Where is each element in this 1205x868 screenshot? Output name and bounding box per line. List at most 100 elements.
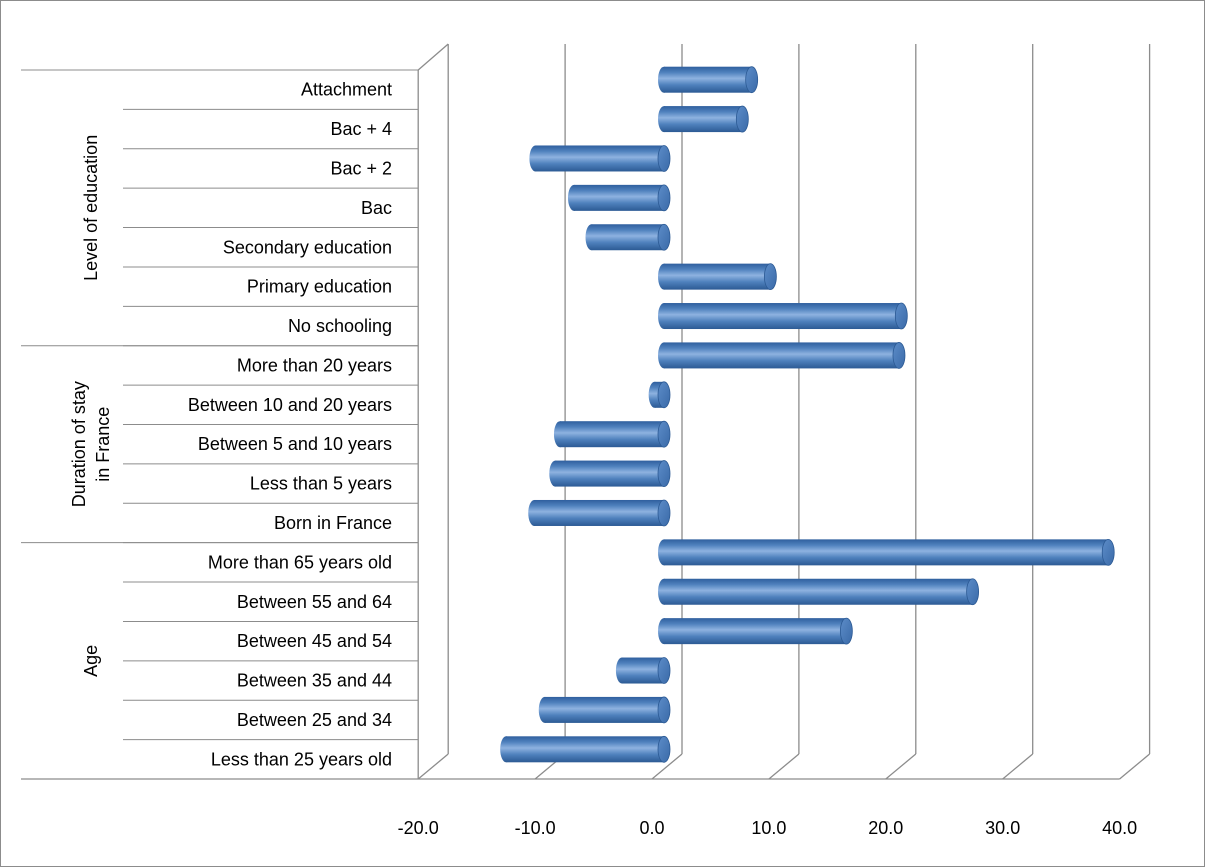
bar-left-end bbox=[658, 66, 670, 93]
tick-layer: -20.0 -10.0 0.0 10.0 20.0 30.0 40.0 bbox=[398, 818, 1137, 838]
bar-body bbox=[664, 539, 1109, 566]
bar bbox=[528, 499, 671, 527]
bar-body bbox=[573, 184, 664, 211]
group-label-2: Age bbox=[81, 645, 101, 677]
bar bbox=[658, 263, 777, 291]
bar-left-end bbox=[658, 618, 670, 645]
bar-right-cap bbox=[892, 342, 906, 369]
bar bbox=[658, 105, 749, 133]
bar-left-end bbox=[549, 460, 562, 487]
category-label: Bac bbox=[361, 198, 392, 218]
bar-right-cap bbox=[745, 66, 759, 94]
category-label: Between 10 and 20 years bbox=[188, 395, 392, 415]
bar-left-end bbox=[658, 263, 670, 290]
bar bbox=[567, 184, 671, 212]
bar-body bbox=[664, 342, 899, 369]
bar-left-end bbox=[658, 539, 670, 566]
category-label: More than 20 years bbox=[237, 355, 392, 375]
floor-line-6 bbox=[1119, 753, 1151, 780]
grid-layer bbox=[21, 43, 1151, 780]
bar-body bbox=[559, 421, 664, 448]
x-tick-label: 0.0 bbox=[639, 818, 664, 838]
label-layer: Level of education Duration of stay in Fra… bbox=[69, 80, 392, 770]
category-label: Between 45 and 54 bbox=[237, 631, 392, 651]
bar bbox=[658, 302, 908, 330]
bar-body bbox=[664, 106, 743, 133]
bar-right-cap bbox=[657, 735, 671, 763]
x-tick-label: 20.0 bbox=[868, 818, 903, 838]
bar-body bbox=[621, 657, 664, 684]
bar bbox=[615, 657, 671, 684]
category-label: Between 55 and 64 bbox=[237, 592, 392, 612]
category-label: Born in France bbox=[274, 513, 392, 533]
bar-body bbox=[555, 460, 664, 487]
bar-body bbox=[535, 145, 664, 172]
bar-right-cap bbox=[735, 105, 749, 133]
bar-left-end bbox=[658, 342, 670, 369]
x-tick-label: 40.0 bbox=[1102, 818, 1137, 838]
bar bbox=[549, 460, 671, 487]
bar bbox=[658, 342, 906, 369]
group-label-1: Duration of stay in France bbox=[69, 381, 113, 507]
bar-right-cap bbox=[657, 381, 671, 409]
category-label: Attachment bbox=[301, 80, 392, 100]
bar-right-cap bbox=[657, 499, 671, 527]
bar-body bbox=[664, 66, 752, 93]
bar-left-end bbox=[585, 224, 598, 251]
bar-right-cap bbox=[657, 460, 671, 487]
bar-right-cap bbox=[657, 145, 671, 172]
bar-left-end bbox=[658, 106, 670, 133]
category-label: Secondary education bbox=[223, 237, 392, 257]
floor-line-2 bbox=[651, 753, 683, 780]
bar-body bbox=[664, 303, 902, 330]
bar bbox=[538, 696, 671, 724]
bar-left-end bbox=[529, 145, 542, 172]
category-label: Bac + 4 bbox=[330, 119, 392, 139]
bar bbox=[658, 538, 1115, 566]
bar-left-end bbox=[528, 499, 541, 526]
bar bbox=[585, 223, 671, 251]
floor-line-4 bbox=[885, 753, 917, 780]
category-label: Between 35 and 44 bbox=[237, 671, 392, 691]
category-label: Bac + 2 bbox=[330, 158, 392, 178]
bar-left-end bbox=[658, 578, 670, 605]
bar bbox=[529, 145, 671, 172]
bar bbox=[658, 578, 980, 606]
bar-body bbox=[544, 696, 664, 723]
bar-body bbox=[506, 736, 664, 763]
bar-left-end bbox=[615, 657, 628, 684]
side-wall-top bbox=[417, 43, 449, 71]
bar-right-cap bbox=[966, 578, 980, 606]
floor-line-0 bbox=[417, 753, 449, 780]
bar-layer bbox=[500, 66, 1115, 763]
bar-right-cap bbox=[1101, 538, 1115, 566]
category-label: More than 65 years old bbox=[208, 552, 392, 572]
bar-right-cap bbox=[657, 696, 671, 724]
x-tick-label: 30.0 bbox=[985, 818, 1020, 838]
bar-right-cap bbox=[657, 184, 671, 212]
floor-line-5 bbox=[1002, 753, 1034, 780]
bar-left-end bbox=[658, 303, 670, 330]
bar bbox=[553, 420, 671, 448]
bar bbox=[658, 617, 853, 645]
bar bbox=[500, 735, 671, 763]
x-tick-label: -20.0 bbox=[398, 818, 439, 838]
category-label: Between 5 and 10 years bbox=[198, 434, 392, 454]
category-label: Less than 5 years bbox=[250, 474, 392, 494]
bar-right-cap bbox=[894, 302, 908, 330]
bar-right-cap bbox=[657, 657, 671, 684]
category-label: No schooling bbox=[288, 316, 392, 336]
category-label: Primary education bbox=[247, 277, 392, 297]
bar-left-end bbox=[553, 421, 566, 448]
floor-line-3 bbox=[768, 753, 800, 780]
bar-right-cap bbox=[657, 223, 671, 251]
bar-left-end bbox=[500, 736, 513, 763]
category-label: Between 25 and 34 bbox=[237, 710, 392, 730]
bar-body bbox=[664, 578, 973, 605]
bar-body bbox=[664, 263, 771, 290]
x-tick-label: 10.0 bbox=[751, 818, 786, 838]
bar-body bbox=[534, 499, 664, 526]
bar-right-cap bbox=[657, 420, 671, 448]
